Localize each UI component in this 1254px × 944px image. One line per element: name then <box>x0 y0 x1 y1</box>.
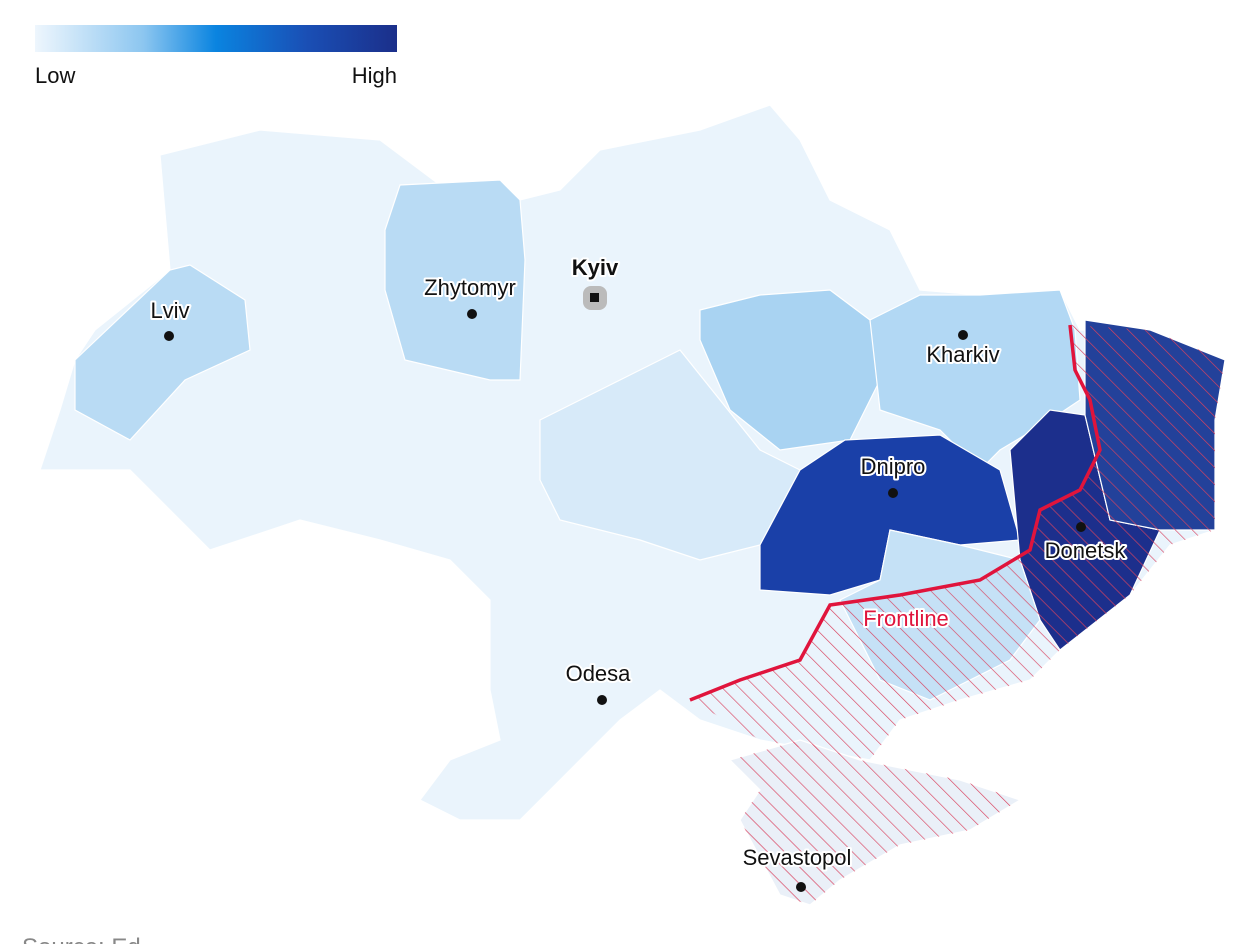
city-label: Kyiv <box>572 255 619 280</box>
city-label: Sevastopol <box>743 845 852 870</box>
city-label: Zhytomyr <box>424 275 516 300</box>
frontline-label: Frontline <box>863 606 949 631</box>
frontline <box>689 324 1102 702</box>
city-marker <box>164 331 174 341</box>
city-label: Kharkiv <box>926 342 999 367</box>
legend-high: High <box>352 63 397 88</box>
region-lviv <box>74 264 251 441</box>
city-marker <box>958 330 968 340</box>
city-label: Lviv <box>150 298 189 323</box>
region-poltava <box>699 289 881 451</box>
occupied-area <box>690 325 1225 760</box>
city-marker <box>597 695 607 705</box>
city-markers <box>164 309 1086 892</box>
legend-low: Low <box>35 63 75 88</box>
occupied-crimea <box>730 740 1020 905</box>
city-label: Donetsk <box>1045 538 1127 563</box>
source: Source: Ed <box>22 934 141 944</box>
city-marker <box>888 488 898 498</box>
city-marker <box>1076 522 1086 532</box>
legend-gradient <box>35 25 397 52</box>
city-marker <box>796 882 806 892</box>
capital-marker <box>590 293 599 302</box>
city-marker <box>467 309 477 319</box>
city-label: Odesa <box>566 661 632 686</box>
city-label: Dnipro <box>861 454 926 479</box>
region-zhytomyr <box>384 179 526 381</box>
region-dnipro <box>759 434 1021 596</box>
region-kharkiv <box>869 289 1081 471</box>
